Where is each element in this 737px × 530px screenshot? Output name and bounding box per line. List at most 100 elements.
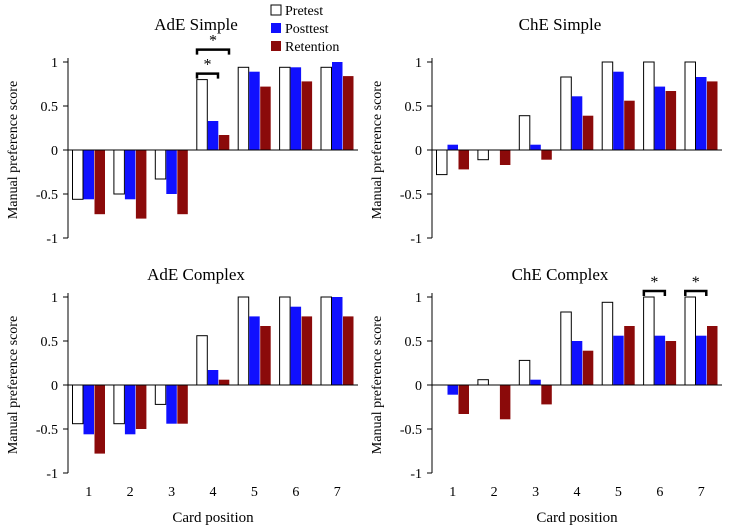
- bar-posttest-card-7: [696, 77, 707, 150]
- bar-posttest-card-5: [613, 71, 624, 150]
- y-tick-label: 1: [415, 56, 422, 71]
- bar-posttest-card-1: [83, 150, 94, 200]
- bar-posttest-card-3: [530, 379, 541, 385]
- bar-pretest-card-3: [518, 115, 531, 151]
- bar-pretest-card-4: [560, 311, 572, 386]
- y-tick-label: 0.5: [41, 335, 59, 350]
- significance-bracket: *: [195, 57, 220, 79]
- bar-pretest-card-3: [154, 384, 167, 405]
- x-tick-label: 5: [251, 485, 258, 500]
- bar-retention-card-1: [94, 385, 105, 454]
- bracket-line: [684, 289, 708, 296]
- bar-retention-card-1: [458, 385, 469, 414]
- bar-pretest-card-7: [320, 66, 332, 151]
- bar-pretest-card-3: [518, 359, 531, 386]
- legend-label: Retention: [285, 40, 339, 55]
- bar-posttest-card-6: [290, 306, 302, 385]
- chart-panel-1: AdE Simple Manual preference score 1 0.5 0 -0…: [6, 15, 358, 247]
- bar-retention-card-5: [624, 100, 635, 150]
- bar-pretest-card-2: [477, 149, 489, 161]
- bar-pretest-card-5: [601, 61, 614, 151]
- bar-posttest-card-6: [654, 335, 666, 385]
- y-axis-label: Manual preference score: [6, 316, 21, 454]
- y-tick-label: 0.5: [405, 335, 423, 350]
- bar-pretest-card-5: [237, 296, 250, 386]
- bar-pretest-card-7: [684, 296, 696, 386]
- bar-pretest-card-1: [72, 384, 84, 425]
- y-tick-label: -1: [46, 467, 58, 482]
- chart-title: ChE Simple: [519, 15, 602, 34]
- significance-star: *: [650, 274, 658, 291]
- y-tick-label: 0: [51, 379, 58, 394]
- bar-retention-card-6: [665, 91, 677, 150]
- legend-label: Pretest: [285, 4, 323, 19]
- y-tick-label: -0.5: [36, 188, 58, 203]
- y-axis-label: Manual preference score: [370, 316, 385, 454]
- y-tick-label: -1: [410, 467, 422, 482]
- bar-retention-card-3: [541, 150, 552, 160]
- bar-retention-card-2: [499, 150, 511, 165]
- bar-pretest-card-2: [113, 384, 125, 425]
- bar-posttest-card-4: [207, 121, 219, 150]
- bar-retention-card-7: [707, 326, 718, 385]
- bar-posttest-card-6: [654, 86, 666, 150]
- x-tick-label: 6: [656, 485, 663, 500]
- bar-retention-card-5: [260, 86, 271, 150]
- x-tick-label: 7: [334, 485, 341, 500]
- bar-posttest-card-7: [696, 335, 707, 385]
- y-axis-label: Manual preference score: [6, 81, 21, 219]
- bar-retention-card-5: [624, 326, 635, 385]
- legend: Pretest Posttest Retention: [270, 4, 339, 55]
- significance-bracket: *: [684, 274, 708, 296]
- bar-posttest-card-3: [166, 150, 177, 194]
- bar-posttest-card-3: [166, 385, 177, 424]
- x-tick-label: 5: [615, 485, 622, 500]
- x-tick-label: 3: [168, 485, 175, 500]
- bar-retention-card-2: [135, 385, 147, 429]
- bar-pretest-card-7: [320, 296, 332, 386]
- y-tick-label: 0: [415, 379, 422, 394]
- legend-swatch: [271, 41, 281, 51]
- bar-pretest-card-1: [72, 149, 84, 200]
- chart-title: ChE Complex: [512, 265, 609, 284]
- bar-retention-card-3: [177, 385, 188, 424]
- legend-item-posttest: Posttest: [271, 22, 329, 37]
- bar-retention-card-1: [458, 150, 469, 170]
- bar-posttest-card-1: [83, 385, 94, 435]
- bar-retention-card-7: [343, 316, 354, 385]
- bar-retention-card-1: [94, 150, 105, 215]
- bar-posttest-card-4: [571, 341, 583, 385]
- y-axis-label: Manual preference score: [370, 81, 385, 219]
- bar-posttest-card-6: [290, 67, 302, 150]
- bar-retention-card-7: [343, 76, 354, 150]
- bar-pretest-card-4: [196, 79, 208, 151]
- bracket-line: [195, 72, 220, 79]
- bar-posttest-card-5: [249, 316, 260, 385]
- bar-posttest-card-3: [530, 144, 541, 150]
- bar-retention-card-6: [301, 81, 313, 150]
- legend-swatch: [270, 4, 282, 16]
- bar-posttest-card-5: [613, 335, 624, 385]
- x-tick-label: 4: [574, 485, 581, 500]
- y-tick-label: 1: [51, 291, 58, 306]
- significance-star: *: [204, 57, 212, 74]
- bar-pretest-card-4: [196, 335, 208, 386]
- chart-title: AdE Complex: [147, 265, 245, 284]
- legend-item-retention: Retention: [271, 40, 339, 55]
- x-tick-label: 6: [292, 485, 299, 500]
- chart-title: AdE Simple: [154, 15, 238, 34]
- bar-retention-card-4: [218, 379, 230, 385]
- bar-posttest-card-2: [124, 150, 136, 200]
- bar-pretest-card-7: [684, 61, 696, 151]
- bar-retention-card-5: [260, 326, 271, 385]
- chart-panel-4: ChE Complex Manual preference score 1 0.5 0 -…: [370, 265, 722, 526]
- y-tick-label: 0.5: [405, 100, 423, 115]
- bar-posttest-card-5: [249, 71, 260, 150]
- bar-retention-card-4: [582, 350, 594, 385]
- bar-posttest-card-7: [332, 62, 343, 150]
- bar-retention-card-2: [135, 150, 147, 219]
- bar-retention-card-3: [177, 150, 188, 215]
- x-tick-label: 3: [532, 485, 539, 500]
- legend-swatch: [271, 23, 281, 33]
